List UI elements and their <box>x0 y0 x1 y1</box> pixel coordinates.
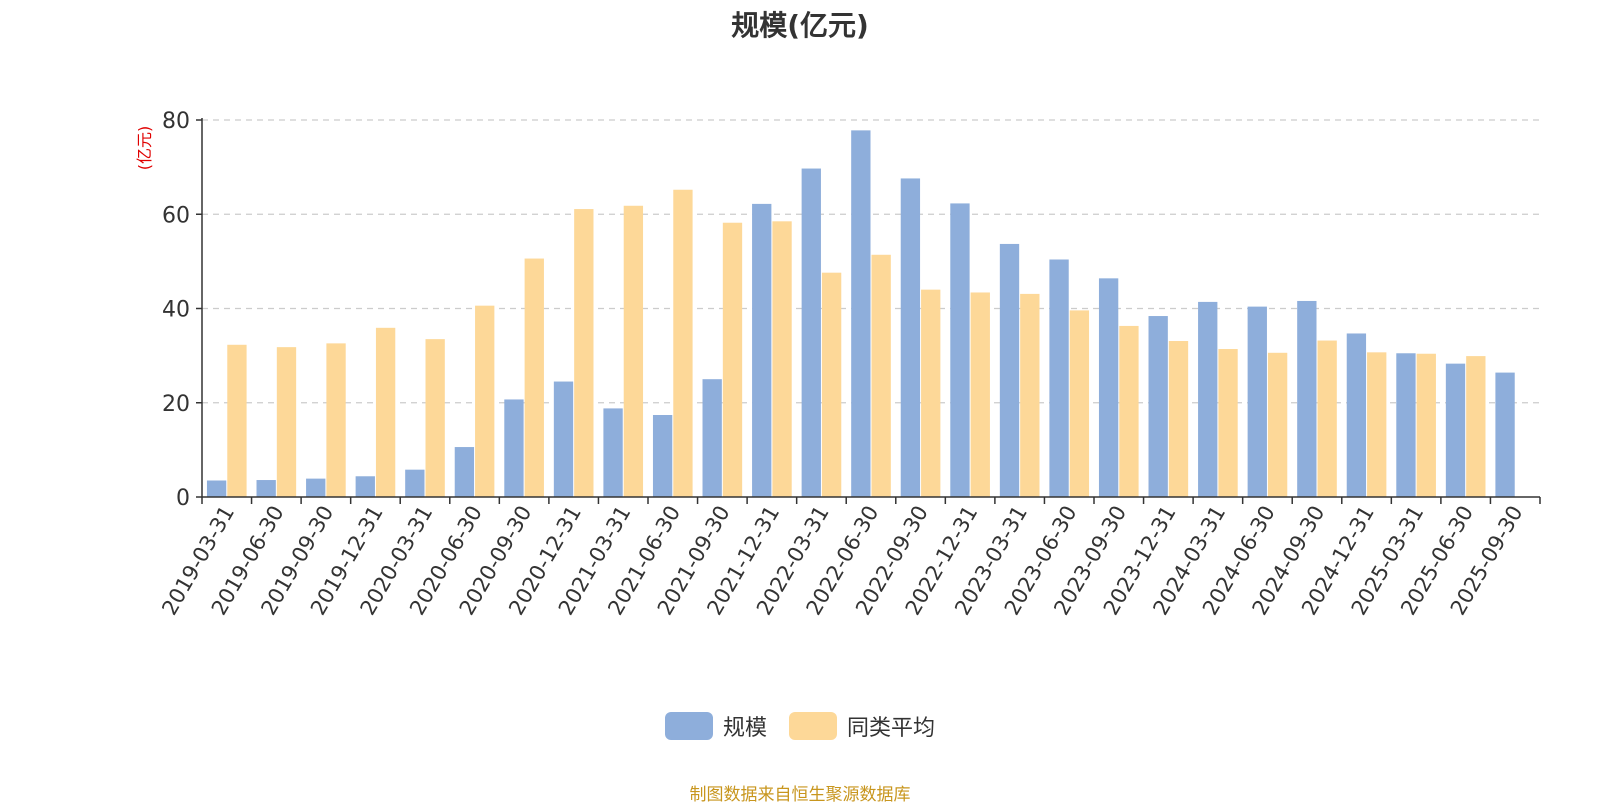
legend-label-peer-average: 同类平均 <box>847 716 936 741</box>
bar-scale <box>504 399 524 497</box>
bar-peer-average <box>524 258 544 497</box>
y-tick-label: 60 <box>162 203 190 228</box>
bar-peer-average <box>1416 353 1436 497</box>
bar-scale <box>405 469 425 497</box>
bar-peer-average <box>871 254 891 497</box>
bar-scale <box>206 480 227 497</box>
bar-peer-average <box>821 272 842 497</box>
y-tick-label: 40 <box>162 298 190 323</box>
bar-peer-average <box>673 189 693 497</box>
bar-peer-average <box>227 344 247 497</box>
y-tick-label: 80 <box>162 109 190 134</box>
bar-peer-average <box>970 292 990 497</box>
legend-item-peer-average[interactable]: 同类平均 <box>789 710 935 742</box>
legend-item-scale[interactable]: 规模 <box>664 710 767 742</box>
bar-peer-average <box>772 221 792 497</box>
bar-scale <box>950 203 970 497</box>
bar-peer-average <box>475 305 495 497</box>
bar-peer-average <box>722 222 743 498</box>
bar-peer-average <box>1267 352 1288 497</box>
legend-label-scale: 规模 <box>722 716 767 741</box>
bar-scale <box>1346 333 1367 497</box>
bar-scale <box>306 478 326 497</box>
bar-scale <box>752 203 772 497</box>
y-tick-label: 20 <box>162 392 190 417</box>
bar-peer-average <box>1020 293 1040 497</box>
bar-peer-average <box>425 339 445 497</box>
bar-scale <box>1396 353 1416 497</box>
bars <box>206 130 1515 498</box>
bar-scale <box>1198 301 1218 497</box>
grid-lines <box>202 119 1540 404</box>
bar-peer-average <box>574 209 594 497</box>
bar-peer-average <box>1218 349 1238 497</box>
bar-peer-average <box>326 343 346 497</box>
bar-peer-average <box>921 289 941 497</box>
bar-scale <box>1297 300 1317 497</box>
legend: 规模 同类平均 <box>0 710 1600 742</box>
bar-peer-average <box>1168 341 1189 497</box>
bar-peer-average <box>623 205 644 497</box>
y-axis-label: (亿元) <box>135 126 154 171</box>
bar-peer-average <box>276 347 297 497</box>
bar-peer-average <box>1069 310 1090 497</box>
bar-scale <box>1445 363 1466 497</box>
bar-scale <box>801 168 821 497</box>
bar-scale <box>1495 372 1515 497</box>
bar-scale <box>1049 259 1069 497</box>
chart-title: 规模(亿元) <box>731 9 869 42</box>
bar-scale <box>603 408 623 497</box>
legend-swatch-scale <box>664 712 713 740</box>
bar-scale <box>355 476 375 497</box>
bar-scale <box>553 381 574 497</box>
y-tick-label: 0 <box>176 486 190 511</box>
bar-scale <box>256 480 276 497</box>
legend-swatch-peer-average <box>789 712 837 740</box>
axes <box>196 118 1541 504</box>
bar-peer-average <box>1317 340 1337 497</box>
bar-scale <box>1247 306 1267 497</box>
bar-scale <box>652 415 673 497</box>
bar-scale <box>1098 278 1119 497</box>
bar-scale <box>900 178 921 497</box>
bar-scale <box>851 130 871 497</box>
bar-peer-average <box>375 327 396 497</box>
bar-peer-average <box>1119 325 1139 497</box>
bar-peer-average <box>1367 352 1387 497</box>
bar-scale <box>1148 316 1168 497</box>
bar-peer-average <box>1466 356 1486 497</box>
bar-scale <box>999 243 1020 497</box>
source-note: 制图数据来自恒生聚源数据库 <box>689 785 911 805</box>
bar-scale <box>454 447 475 497</box>
bar-scale <box>702 379 722 497</box>
